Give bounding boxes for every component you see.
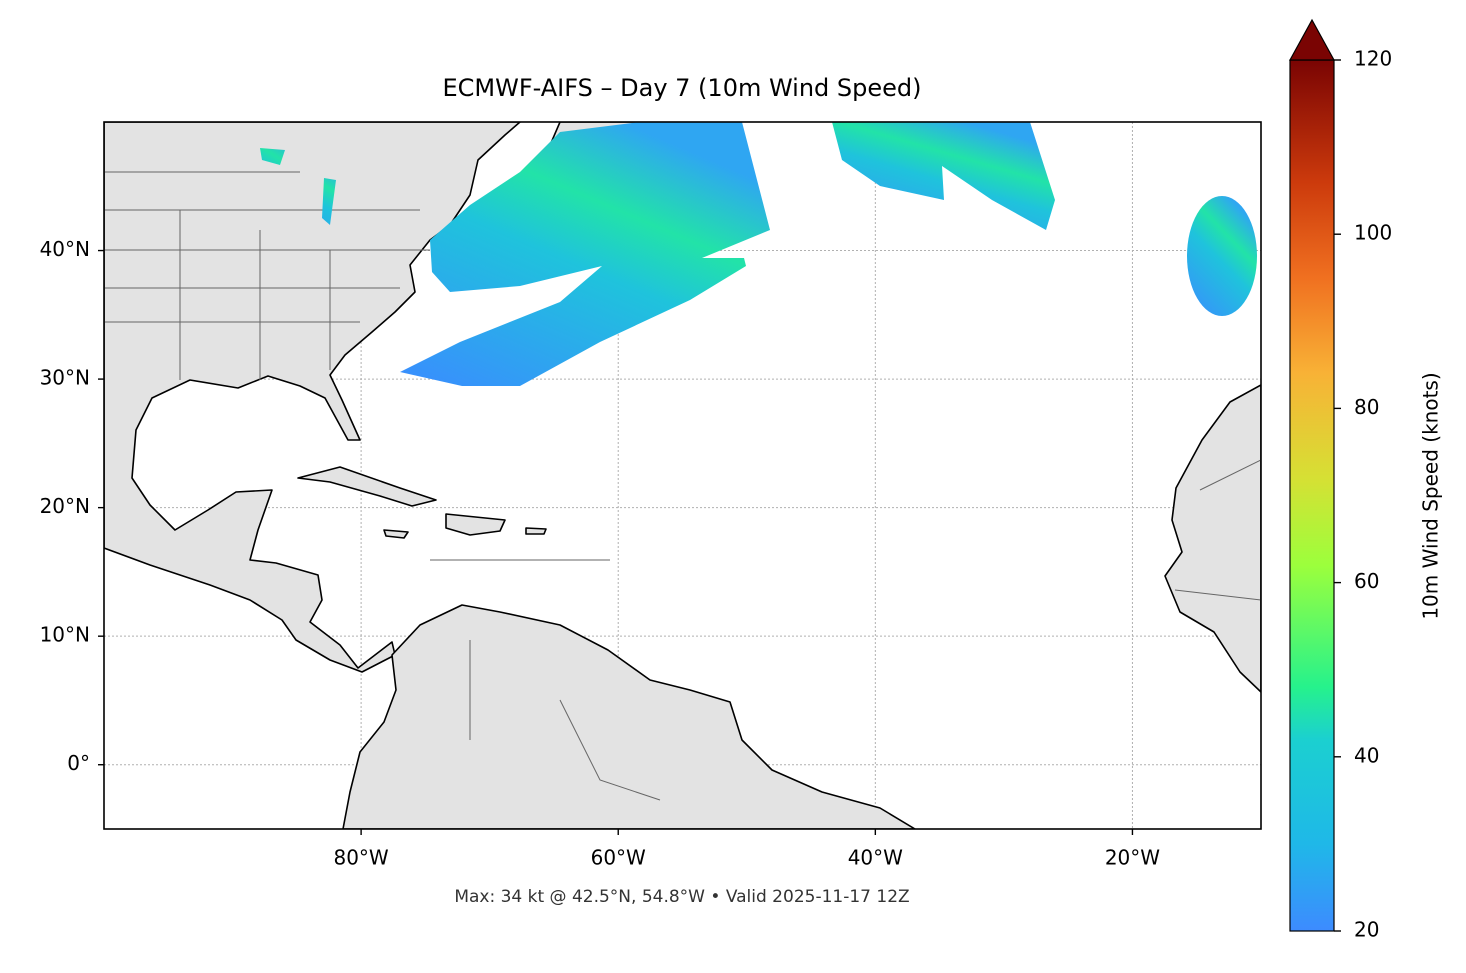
colorbar-label: 10m Wind Speed (knots): [1419, 372, 1443, 619]
y-tick-label: 40°N: [40, 237, 90, 261]
map-frame: [103, 121, 1262, 830]
land-puerto-rico: [525, 527, 547, 535]
y-tick-label: 0°: [67, 751, 90, 775]
chart-title: ECMWF-AIFS – Day 7 (10m Wind Speed): [442, 74, 921, 102]
x-tick-label: 60°W: [591, 846, 646, 870]
y-tick-label: 10°N: [40, 623, 90, 647]
x-tick-label: 80°W: [333, 846, 388, 870]
y-tick-label: 30°N: [40, 366, 90, 390]
land-hispaniola: [445, 513, 506, 536]
colorbar-extend: [1288, 18, 1336, 61]
x-tick-label: 40°W: [848, 846, 903, 870]
wind-field: [260, 148, 336, 225]
colorbar-tick-label: 80: [1354, 395, 1379, 419]
land-jamaica: [383, 529, 409, 539]
y-tick-label: 20°N: [40, 494, 90, 518]
land-africa: [1164, 384, 1261, 693]
colorbar-tick-label: 100: [1354, 221, 1392, 245]
land-cuba: [297, 466, 437, 507]
colorbar-tick-label: 20: [1354, 918, 1379, 942]
borders: [104, 171, 1261, 801]
land-north-america: [104, 122, 521, 673]
colorbar-tick-label: 40: [1354, 743, 1379, 767]
x-tick-label: 20°W: [1105, 846, 1160, 870]
map-area: [104, 122, 1261, 829]
wind-field: [832, 122, 1055, 230]
wind-field: [400, 122, 770, 386]
land-south-america: [342, 604, 916, 829]
colorbar: [1289, 59, 1335, 932]
wind-field: [1187, 196, 1257, 316]
colorbar-tick-label: 60: [1354, 569, 1379, 593]
colorbar-tick-label: 120: [1354, 47, 1392, 71]
map-subtitle: Max: 34 kt @ 42.5°N, 54.8°W • Valid 2025…: [454, 887, 909, 907]
